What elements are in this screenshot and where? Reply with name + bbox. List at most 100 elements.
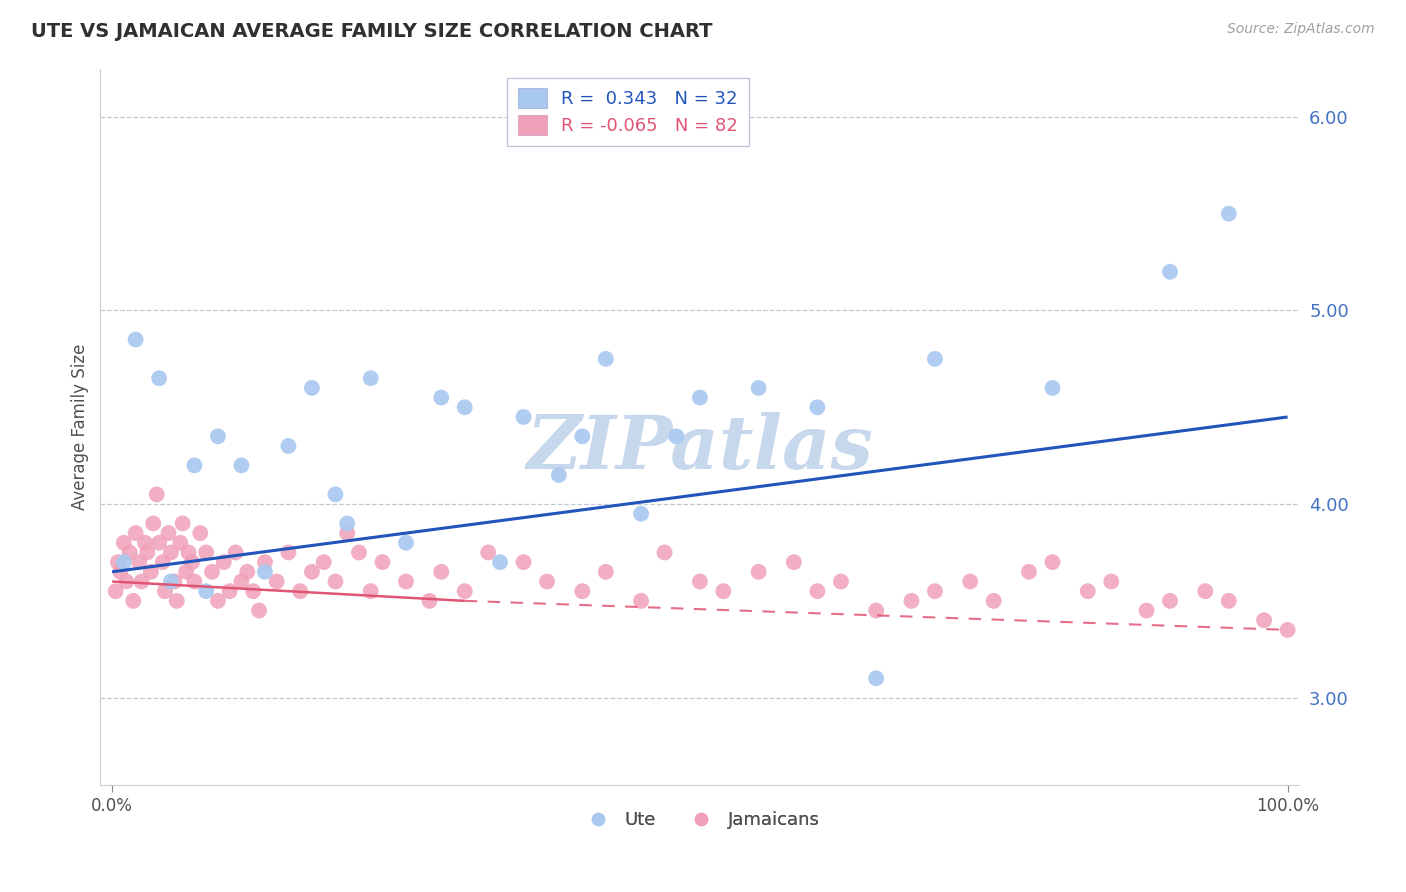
Point: [630, 594, 652, 608]
Point: [489, 555, 512, 569]
Point: [595, 351, 617, 366]
Point: [689, 574, 711, 589]
Point: [454, 401, 477, 415]
Point: [983, 594, 1005, 608]
Point: [347, 545, 370, 559]
Point: [134, 536, 156, 550]
Point: [247, 603, 270, 617]
Point: [131, 574, 153, 589]
Point: [139, 565, 162, 579]
Point: [112, 536, 135, 550]
Point: [1099, 574, 1122, 589]
Point: [865, 671, 887, 685]
Text: UTE VS JAMAICAN AVERAGE FAMILY SIZE CORRELATION CHART: UTE VS JAMAICAN AVERAGE FAMILY SIZE CORR…: [31, 22, 713, 41]
Point: [266, 574, 288, 589]
Point: [152, 555, 174, 569]
Point: [571, 429, 593, 443]
Point: [654, 545, 676, 559]
Point: [174, 565, 197, 579]
Point: [830, 574, 852, 589]
Point: [301, 565, 323, 579]
Point: [160, 574, 183, 589]
Point: [1135, 603, 1157, 617]
Point: [183, 574, 205, 589]
Y-axis label: Average Family Size: Average Family Size: [72, 343, 89, 510]
Point: [325, 487, 347, 501]
Point: [253, 565, 276, 579]
Point: [212, 555, 235, 569]
Point: [169, 536, 191, 550]
Point: [595, 565, 617, 579]
Point: [207, 429, 229, 443]
Point: [253, 555, 276, 569]
Point: [1077, 584, 1099, 599]
Point: [277, 439, 299, 453]
Point: [325, 574, 347, 589]
Point: [236, 565, 259, 579]
Point: [430, 565, 453, 579]
Point: [195, 545, 218, 559]
Point: [806, 584, 828, 599]
Point: [336, 526, 359, 541]
Point: [183, 458, 205, 473]
Point: [865, 603, 887, 617]
Point: [900, 594, 922, 608]
Point: [689, 391, 711, 405]
Point: [336, 516, 359, 531]
Point: [630, 507, 652, 521]
Point: [1194, 584, 1216, 599]
Point: [124, 526, 146, 541]
Point: [924, 584, 946, 599]
Point: [1042, 381, 1064, 395]
Point: [1018, 565, 1040, 579]
Point: [107, 555, 129, 569]
Point: [665, 429, 688, 443]
Point: [124, 333, 146, 347]
Point: [748, 381, 770, 395]
Point: [360, 371, 382, 385]
Point: [122, 594, 145, 608]
Point: [118, 545, 141, 559]
Point: [136, 545, 159, 559]
Point: [1218, 594, 1240, 608]
Point: [128, 555, 150, 569]
Point: [225, 545, 247, 559]
Point: [115, 574, 138, 589]
Point: [148, 371, 170, 385]
Point: [395, 536, 418, 550]
Point: [512, 555, 534, 569]
Point: [148, 536, 170, 550]
Point: [571, 584, 593, 599]
Point: [231, 458, 253, 473]
Point: [153, 584, 176, 599]
Point: [277, 545, 299, 559]
Point: [181, 555, 204, 569]
Point: [290, 584, 312, 599]
Point: [547, 468, 569, 483]
Point: [312, 555, 335, 569]
Point: [112, 555, 135, 569]
Point: [371, 555, 394, 569]
Point: [1159, 594, 1181, 608]
Point: [924, 351, 946, 366]
Point: [806, 401, 828, 415]
Point: [1159, 265, 1181, 279]
Point: [166, 594, 188, 608]
Point: [395, 574, 418, 589]
Point: [172, 516, 194, 531]
Point: [783, 555, 806, 569]
Point: [157, 526, 180, 541]
Point: [195, 584, 218, 599]
Point: [177, 545, 200, 559]
Point: [110, 565, 132, 579]
Point: [512, 409, 534, 424]
Point: [1277, 623, 1299, 637]
Point: [160, 545, 183, 559]
Point: [1218, 207, 1240, 221]
Point: [188, 526, 211, 541]
Point: [1253, 613, 1275, 627]
Point: [430, 391, 453, 405]
Text: ZIPatlas: ZIPatlas: [526, 412, 873, 484]
Point: [360, 584, 382, 599]
Point: [748, 565, 770, 579]
